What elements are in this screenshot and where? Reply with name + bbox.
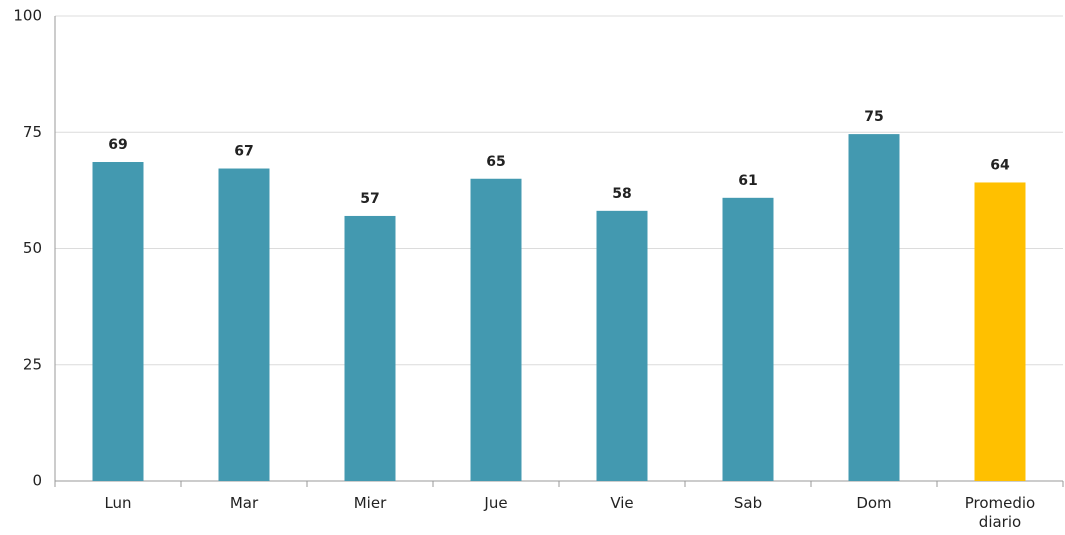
data-label: 65 [486, 154, 505, 170]
y-tick-label: 75 [23, 123, 42, 141]
data-label: 75 [864, 109, 883, 125]
bar [974, 182, 1026, 481]
x-tick-label: Promedio diario [964, 494, 1036, 531]
bar [848, 134, 900, 482]
bar [596, 210, 648, 481]
x-tick-label: Dom [856, 494, 892, 512]
bar [722, 197, 774, 481]
data-label: 57 [360, 191, 379, 207]
x-tick-label: Sab [733, 494, 763, 512]
bar [344, 215, 396, 481]
x-tick-label: Jue [484, 494, 508, 512]
bar [92, 162, 144, 481]
y-tick-label: 0 [32, 472, 42, 490]
data-label: 69 [108, 137, 127, 153]
x-tick-label: Lun [104, 494, 132, 512]
y-tick-label: 50 [23, 239, 42, 257]
y-tick-label: 25 [23, 355, 42, 373]
data-label: 58 [612, 186, 631, 202]
x-tick-label: Mier [353, 494, 387, 512]
bar [218, 168, 270, 481]
x-tick-label: Vie [610, 494, 634, 512]
data-label: 61 [738, 173, 757, 189]
data-label: 67 [234, 144, 253, 160]
y-tick-label: 100 [13, 7, 42, 25]
x-tick-label: Mar [229, 494, 259, 512]
bar [470, 178, 522, 481]
data-label: 64 [990, 157, 1010, 173]
